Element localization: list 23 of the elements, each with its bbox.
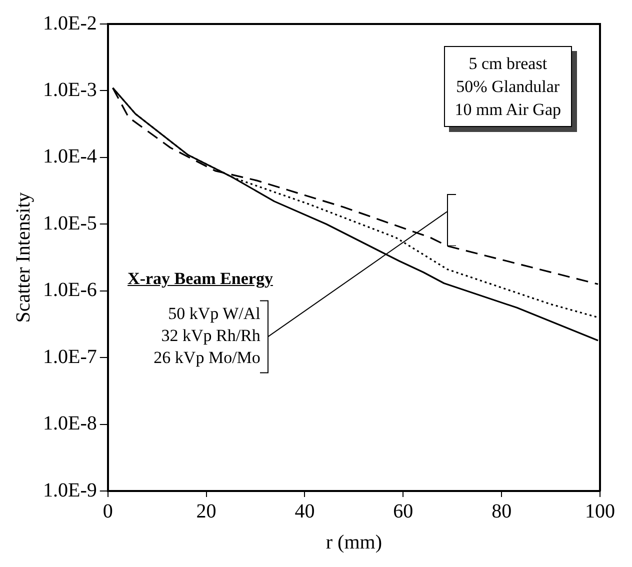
x-axis-title: r (mm) xyxy=(326,531,382,554)
y-tick-label: 1.0E-2 xyxy=(42,12,97,34)
x-tick-label: 100 xyxy=(585,500,615,522)
x-tick-label: 60 xyxy=(393,500,414,522)
y-tick-label: 1.0E-8 xyxy=(42,412,97,435)
annotation: 10 mm Air Gap xyxy=(454,99,561,121)
y-tick-label: 1.0E-7 xyxy=(42,346,97,368)
y-tick-label: 1.0E-6 xyxy=(42,279,97,302)
x-tick-label: 80 xyxy=(492,500,512,522)
annotation: 5 cm breast xyxy=(468,53,548,75)
y-tick-label: 1.0E-5 xyxy=(42,212,97,234)
y-tick-label: 1.0E-4 xyxy=(42,146,97,168)
annotation: 50% Glandular xyxy=(455,76,561,98)
x-tick-label: 20 xyxy=(196,500,216,522)
y-tick-label: 1.0E-3 xyxy=(42,78,97,101)
text: 50 kVp W/Al xyxy=(167,303,260,326)
y-axis-title: Scatter Intensity xyxy=(12,192,34,323)
legend-title: X-ray Beam Energy xyxy=(128,269,273,290)
text: 32 kVp Rh/Rh xyxy=(160,325,260,348)
x-tick-label: 40 xyxy=(294,500,315,522)
text: 26 kVp Mo/Mo xyxy=(152,347,260,370)
y-tick-label: 1.0E-9 xyxy=(42,479,97,502)
x-tick-label: 0 xyxy=(102,500,113,522)
